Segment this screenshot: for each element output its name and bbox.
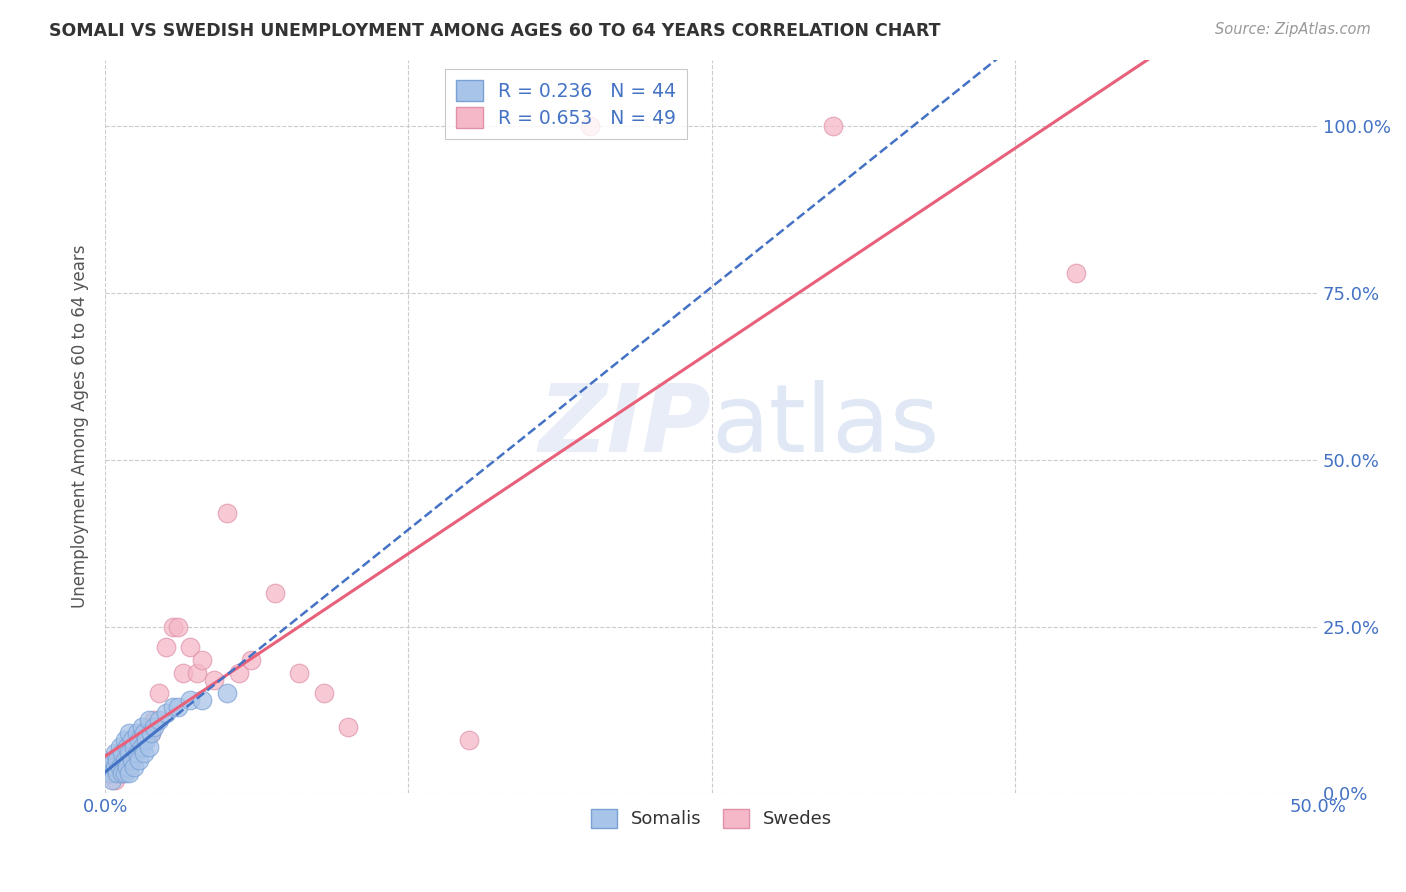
Point — [111, 766, 134, 780]
Point — [141, 726, 163, 740]
Point — [179, 693, 201, 707]
Point — [121, 753, 143, 767]
Legend: Somalis, Swedes: Somalis, Swedes — [583, 801, 839, 836]
Point — [118, 759, 141, 773]
Point — [98, 766, 121, 780]
Y-axis label: Unemployment Among Ages 60 to 64 years: Unemployment Among Ages 60 to 64 years — [72, 244, 89, 608]
Point — [104, 747, 127, 761]
Point — [312, 686, 335, 700]
Point — [142, 720, 165, 734]
Point — [124, 759, 146, 773]
Point — [458, 733, 481, 747]
Point — [108, 759, 131, 773]
Point — [202, 673, 225, 687]
Point — [114, 766, 136, 780]
Point — [264, 586, 287, 600]
Point — [105, 753, 128, 767]
Point — [141, 726, 163, 740]
Point — [111, 753, 134, 767]
Point — [108, 739, 131, 754]
Point — [101, 766, 124, 780]
Point — [215, 686, 238, 700]
Point — [191, 693, 214, 707]
Point — [98, 759, 121, 773]
Point — [172, 666, 194, 681]
Point — [118, 726, 141, 740]
Point — [111, 747, 134, 761]
Point — [179, 640, 201, 654]
Point — [121, 739, 143, 754]
Point — [138, 720, 160, 734]
Point — [186, 666, 208, 681]
Point — [104, 772, 127, 787]
Point — [128, 739, 150, 754]
Point — [148, 713, 170, 727]
Point — [132, 726, 155, 740]
Point — [132, 747, 155, 761]
Point — [155, 706, 177, 721]
Point — [228, 666, 250, 681]
Point — [138, 739, 160, 754]
Point — [142, 713, 165, 727]
Point — [104, 759, 127, 773]
Text: Source: ZipAtlas.com: Source: ZipAtlas.com — [1215, 22, 1371, 37]
Point — [115, 753, 138, 767]
Point — [114, 759, 136, 773]
Point — [118, 747, 141, 761]
Point — [121, 733, 143, 747]
Point — [336, 720, 359, 734]
Point — [111, 766, 134, 780]
Text: atlas: atlas — [711, 381, 941, 473]
Point — [148, 686, 170, 700]
Point — [162, 699, 184, 714]
Point — [821, 120, 844, 134]
Point — [114, 733, 136, 747]
Point — [104, 759, 127, 773]
Point — [114, 747, 136, 761]
Point — [128, 753, 150, 767]
Point — [114, 753, 136, 767]
Point — [167, 619, 190, 633]
Point — [108, 759, 131, 773]
Point — [101, 753, 124, 767]
Point — [125, 733, 148, 747]
Point — [167, 699, 190, 714]
Point — [131, 720, 153, 734]
Point — [132, 733, 155, 747]
Point — [288, 666, 311, 681]
Point — [115, 739, 138, 754]
Point — [105, 766, 128, 780]
Point — [97, 766, 120, 780]
Point — [108, 747, 131, 761]
Point — [131, 739, 153, 754]
Point — [135, 733, 157, 747]
Point — [97, 759, 120, 773]
Point — [138, 713, 160, 727]
Point — [215, 506, 238, 520]
Point — [101, 753, 124, 767]
Point — [579, 120, 602, 134]
Text: SOMALI VS SWEDISH UNEMPLOYMENT AMONG AGES 60 TO 64 YEARS CORRELATION CHART: SOMALI VS SWEDISH UNEMPLOYMENT AMONG AGE… — [49, 22, 941, 40]
Text: ZIP: ZIP — [538, 381, 711, 473]
Point — [124, 747, 146, 761]
Point — [191, 653, 214, 667]
Point — [239, 653, 262, 667]
Point — [162, 619, 184, 633]
Point — [105, 766, 128, 780]
Point — [128, 733, 150, 747]
Point — [124, 739, 146, 754]
Point — [115, 759, 138, 773]
Point — [118, 747, 141, 761]
Point — [121, 753, 143, 767]
Point — [125, 726, 148, 740]
Point — [155, 640, 177, 654]
Point — [118, 766, 141, 780]
Point — [1064, 266, 1087, 280]
Point — [115, 739, 138, 754]
Point — [135, 726, 157, 740]
Point — [131, 726, 153, 740]
Point — [125, 747, 148, 761]
Point — [105, 753, 128, 767]
Point — [101, 772, 124, 787]
